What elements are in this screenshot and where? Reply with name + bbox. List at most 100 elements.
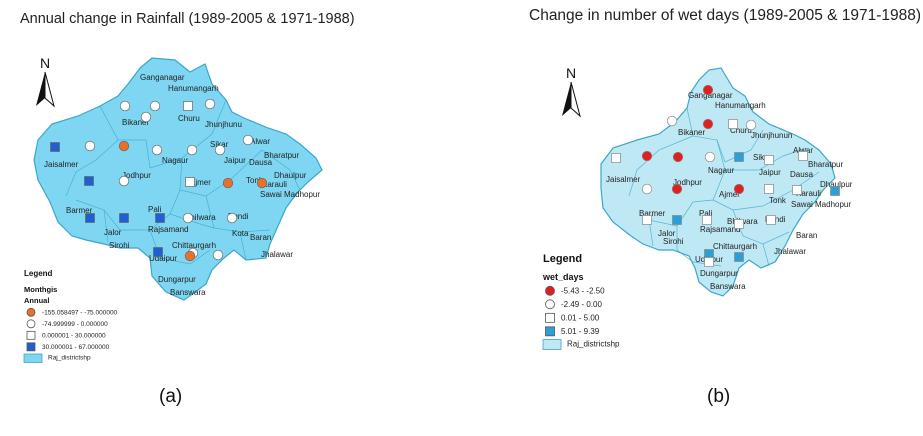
- north-arrow: N: [36, 55, 55, 108]
- legend-district-swatch: [542, 339, 562, 350]
- symbol-square-20: [702, 215, 712, 225]
- district-label-kota: Kota: [232, 229, 249, 238]
- district-label-jhunjhunu: Jhunjhunu: [205, 120, 242, 129]
- symbol-circle-4: [140, 111, 152, 123]
- north-arrow-right: [44, 71, 55, 108]
- legend-label-2: 0.01 - 5.00: [561, 314, 600, 323]
- legend-label-1: -2.49 - 0.00: [561, 300, 602, 309]
- district-label-jaisalmer: Jaisalmer: [44, 160, 79, 169]
- legend-label-0: -5.43 - -2.50: [561, 287, 605, 296]
- north-arrow-right: [570, 81, 581, 118]
- legend-label-2: 0.000001 - 30.000000: [42, 333, 106, 340]
- district-label-ajmer: Ajmer: [719, 190, 740, 199]
- symbol-square-22: [766, 215, 776, 225]
- district-label-jodhpur: Jodhpur: [122, 171, 151, 180]
- legend-title: Legend: [543, 253, 582, 265]
- map-title: Change in number of wet days (1989-2005 …: [529, 7, 922, 24]
- district-label-pali: Pali: [699, 209, 713, 218]
- legend: Legend Monthgis Annual -155.058497 - -75.00…: [23, 269, 118, 363]
- symbol-circle-2: [702, 118, 714, 130]
- district-label-sirohi: Sirohi: [109, 241, 130, 250]
- district-label-tonk: Tonk: [246, 176, 264, 185]
- legend-district-layer: Raj_districtshp: [567, 340, 620, 349]
- symbol-circle-13: [671, 183, 683, 195]
- symbol-circle-10: [214, 144, 226, 156]
- district-label-ganganagar: Ganganagar: [688, 91, 733, 100]
- legend-swatch-1: [545, 299, 555, 310]
- symbol-square-7: [50, 142, 60, 152]
- district-label-jhunjhunun: Jhunjhunun: [751, 131, 792, 140]
- legend-field: Annual: [24, 296, 49, 305]
- symbol-circle-9: [186, 144, 198, 156]
- district-label-bharatpur: Bharatpur: [808, 160, 843, 169]
- symbol-circle-15: [222, 177, 234, 189]
- district-label-bharatpur: Bharatpur: [264, 151, 299, 160]
- district-label-jhalawar: Jhalawar: [774, 247, 806, 256]
- symbol-circle-24: [212, 249, 224, 261]
- legend-swatch-0: [26, 307, 36, 317]
- district-label-jaipur: Jaipur: [759, 168, 781, 177]
- district-label-sirohi: Sirohi: [663, 237, 684, 246]
- legend-district-layer: Raj_districtshp: [48, 355, 91, 362]
- district-label-sawai-madhopur: Sawai Madhopur: [791, 200, 851, 209]
- legend-swatch-0: [545, 285, 555, 296]
- symbol-circle-1: [149, 100, 161, 112]
- north-arrow: N: [562, 65, 581, 118]
- symbol-square-15: [764, 184, 774, 194]
- district-label-tonk: Tonk: [769, 196, 787, 205]
- district-label-churu: Churu: [178, 114, 200, 123]
- district-label-karauli: Karauli: [262, 180, 287, 189]
- district-label-sawai-madhopur: Sawai Madhopur: [260, 190, 320, 199]
- district-label-barmer: Barmer: [639, 209, 666, 218]
- legend-swatch-1: [26, 319, 36, 329]
- symbol-circle-20: [182, 212, 194, 224]
- district-label-bundi: Bundi: [228, 212, 249, 221]
- map-title: Annual change in Rainfall (1989-2005 & 1…: [20, 11, 355, 27]
- district-label-dhaulpur: Dhaulpur: [820, 180, 853, 189]
- district-label-ganganagar: Ganganagar: [140, 73, 185, 82]
- north-label: N: [40, 55, 50, 71]
- legend-layer: Monthgis: [24, 285, 57, 294]
- district-label-chittaurgarh: Chittaurgarh: [713, 242, 757, 251]
- symbol-circle-7: [704, 151, 716, 163]
- district-label-rajsamand: Rajsamand: [148, 225, 188, 234]
- district-label-dausa: Dausa: [249, 158, 273, 167]
- symbol-circle-8: [151, 144, 163, 156]
- figure-caption: (a): [159, 386, 183, 407]
- district-label-bikaner: Bikaner: [678, 128, 705, 137]
- district-label-baran: Baran: [796, 231, 817, 240]
- symbol-square-14: [185, 177, 195, 187]
- symbol-square-9: [611, 153, 621, 163]
- symbol-square-17: [85, 213, 95, 223]
- district-borders: [65, 99, 301, 265]
- north-arrow-left: [36, 72, 45, 106]
- symbol-square-25: [704, 257, 714, 267]
- symbol-circle-21: [226, 212, 238, 224]
- symbol-circle-0: [702, 84, 714, 96]
- symbol-circle-6: [672, 151, 684, 163]
- legend-label-0: -155.058497 - -75.000000: [42, 310, 118, 317]
- district-label-jhalawar: Jhalawar: [261, 250, 293, 259]
- symbol-circle-4: [745, 119, 757, 131]
- district-label-hanumangarh: Hanumangarh: [168, 84, 219, 93]
- legend: Legend wet_days -5.43 - -2.50 -2.49 - 0.00 0…: [542, 253, 620, 350]
- figure-caption: (b): [707, 386, 731, 407]
- legend-swatch-3: [26, 342, 36, 352]
- rajasthan-outline: [33, 57, 323, 301]
- district-label-rajsamand: Rajsamand: [700, 225, 740, 234]
- district-label-chittaurgarh: Chittaurgarh: [172, 241, 216, 250]
- district-label-jodhpur: Jodhpur: [673, 178, 702, 187]
- symbol-square-18: [119, 213, 129, 223]
- symbol-square-19: [155, 213, 165, 223]
- legend-label-3: 5.01 - 9.39: [561, 327, 600, 336]
- district-label-sikar: Sikar: [210, 140, 229, 149]
- symbol-circle-1: [666, 115, 678, 127]
- symbol-square-2: [183, 101, 193, 111]
- district-label-dausa: Dausa: [790, 170, 814, 179]
- symbol-circle-25: [184, 250, 196, 262]
- legend-field: wet_days: [542, 272, 584, 282]
- legend-swatch-3: [545, 326, 555, 337]
- north-arrow-left: [562, 82, 571, 116]
- symbol-square-24: [734, 252, 744, 262]
- map-panel-a: Annual change in Rainfall (1989-2005 & 1…: [0, 0, 460, 436]
